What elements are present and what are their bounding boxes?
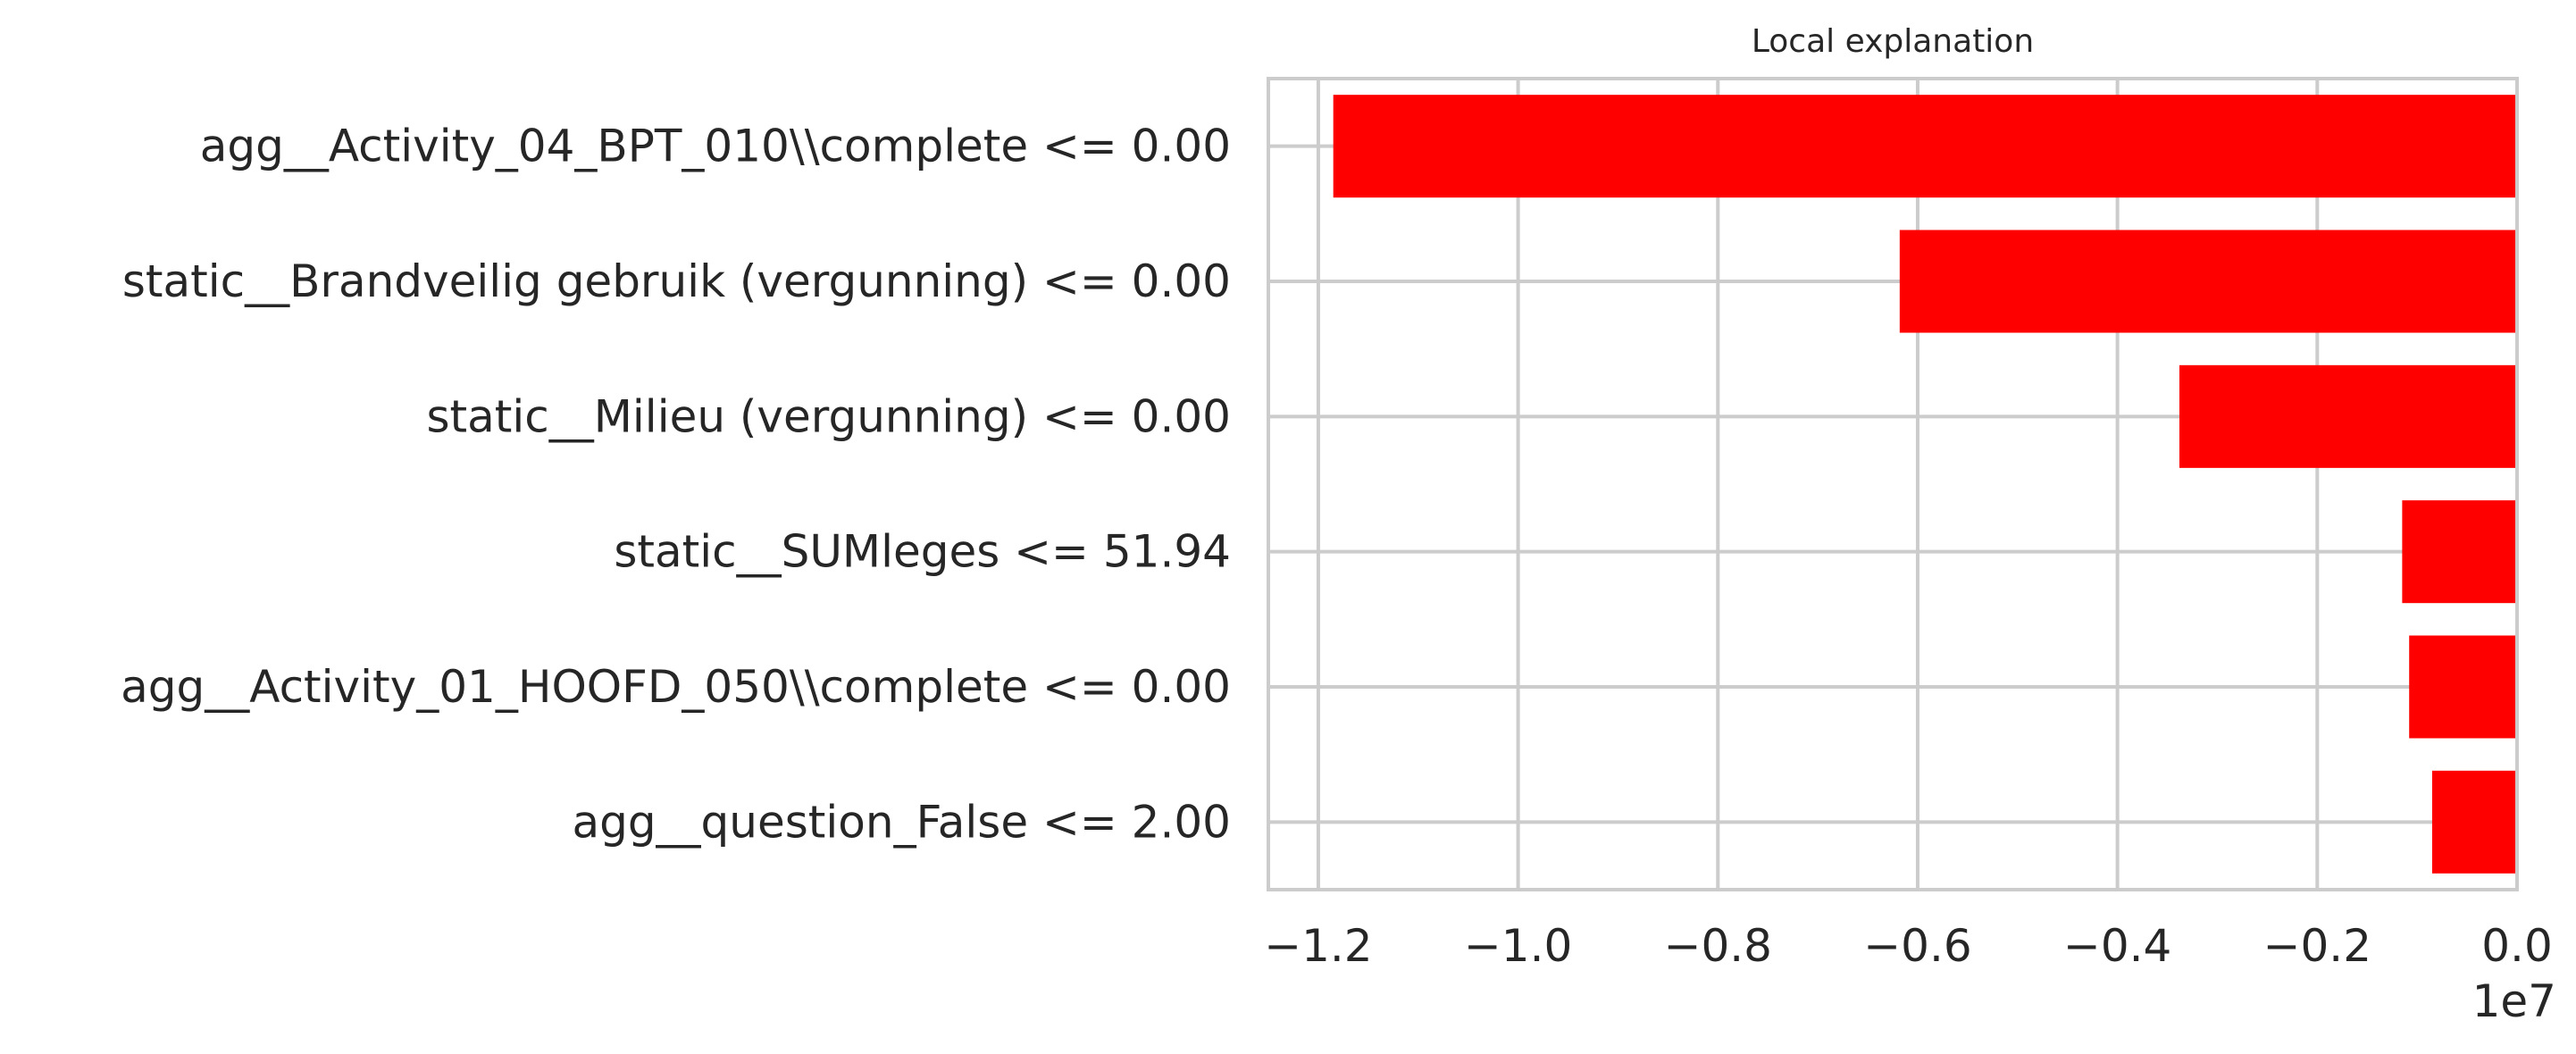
x-tick-labels: −1.2 −1.0 −0.8 −0.6 −0.4 −0.2 0.0	[1264, 920, 2553, 972]
plot-background	[1268, 79, 2517, 890]
bar-5	[2431, 770, 2517, 874]
x-tick-label-4: −0.4	[2063, 920, 2171, 972]
x-offset-label: 1e7	[2472, 975, 2556, 1027]
plot-frame	[1267, 77, 2519, 891]
x-tick-label-3: −0.6	[1863, 920, 1971, 972]
bar-0	[1333, 95, 2517, 198]
bars	[1333, 95, 2517, 874]
bar-3	[2402, 500, 2517, 604]
chart-title: Local explanation	[1752, 23, 2034, 60]
y-tick-label-2: static__Milieu (vergunning) <= 0.00	[426, 390, 1231, 442]
bar-1	[1899, 230, 2517, 333]
x-tick-label-2: −0.8	[1664, 920, 1772, 972]
y-tick-label-3: static__SUMleges <= 51.94	[614, 526, 1231, 578]
y-tick-labels: agg__Activity_04_BPT_010\\complete <= 0.…	[121, 121, 1231, 849]
x-tick-label-6: 0.0	[2481, 920, 2553, 972]
x-tick-label-1: −1.0	[1464, 920, 1572, 972]
y-tick-label-1: static__Brandveilig gebruik (vergunning)…	[122, 255, 1231, 307]
y-tick-label-4: agg__Activity_01_HOOFD_050\\complete <= …	[121, 661, 1231, 713]
x-tick-label-5: −0.2	[2263, 920, 2371, 972]
bar-2	[2179, 364, 2517, 468]
y-tick-label-0: agg__Activity_04_BPT_010\\complete <= 0.…	[200, 121, 1231, 172]
y-tick-label-5: agg__question_False <= 2.00	[572, 796, 1231, 848]
x-tick-label-0: −1.2	[1264, 920, 1372, 972]
bar-4	[2409, 635, 2517, 739]
